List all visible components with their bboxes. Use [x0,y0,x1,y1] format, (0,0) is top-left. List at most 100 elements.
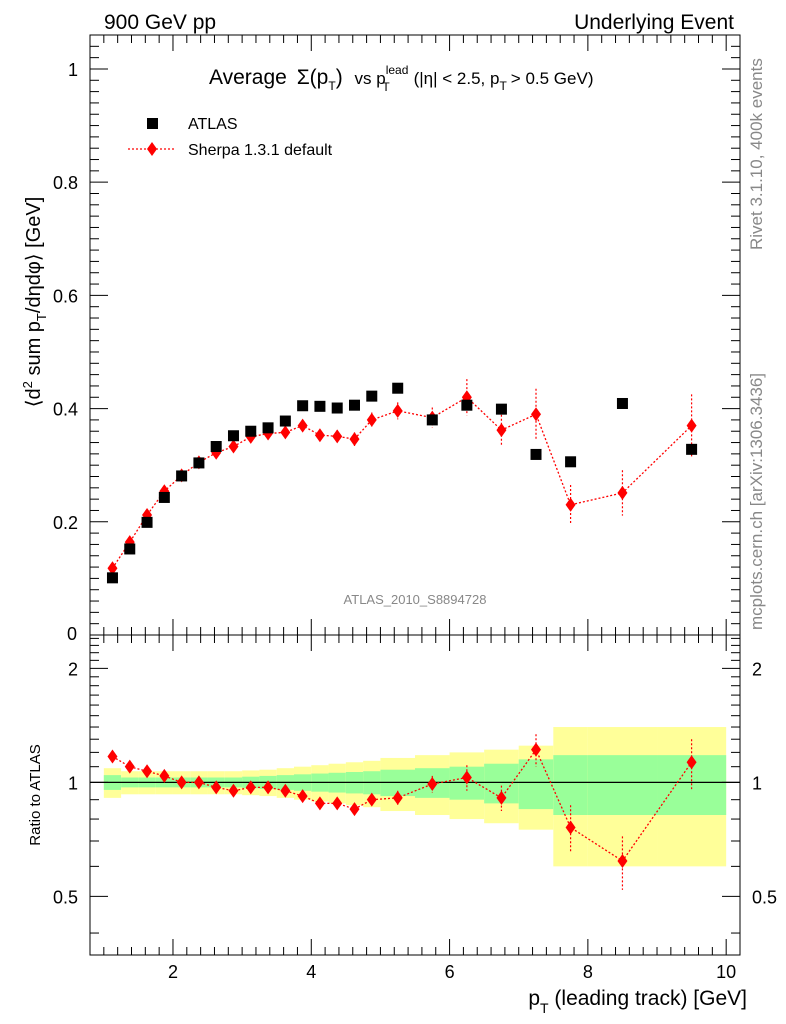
atlas-point [495,403,507,415]
atlas-point [262,422,274,434]
sherpa-ratio-point [228,783,239,798]
legend: ATLAS Sherpa 1.3.1 default [128,116,333,159]
sherpa-ratio-point [245,780,256,795]
atlas-point [176,470,188,482]
sherpa-point [366,412,377,427]
atlas-point [348,399,360,411]
ratio-ticks [90,635,740,955]
sherpa-ratio-point [617,853,628,868]
x-tick-label: 4 [306,962,316,982]
ratio-uncertainty-bands [103,727,727,867]
ratio-y-tick-label: 1 [68,773,78,793]
atlas-point [297,400,309,412]
atlas-point [106,572,118,584]
atlas-point [158,491,170,503]
ratio-frame-outline [89,634,741,956]
mcplots-reference-text: mcplots.cern.ch [arXiv:1306.3436] [747,373,766,630]
svg-text:Average Σ(pT): Average Σ(pT) vs plead T (|η| < 2.5, pT > … [209,63,593,96]
title-cuts-b: > 0.5 GeV) [511,69,594,88]
main-frame [89,34,741,636]
atlas-point [686,443,698,455]
x-axis-label: pT (leading track) [GeV] [528,987,747,1016]
inner-band-bin [553,755,588,815]
sherpa-point [617,485,628,500]
sherpa-point [565,497,576,512]
atlas-point [530,448,542,460]
title-sigma: Σ(p [297,66,329,89]
sherpa-ratio-point [314,796,325,811]
atlas-point [331,402,343,414]
sherpa-ratio-point [280,783,291,798]
atlas-point [616,397,628,409]
atlas-point [279,415,291,427]
main-y-tick-labels: 0.2 0.4 0.6 0.8 1 [53,60,78,533]
ratio-y-tick-label: 2 [68,659,78,679]
atlas-point [565,456,577,468]
sherpa-point [314,428,325,443]
main-y-tick-zero: 0 [67,624,77,644]
atlas-point [426,414,438,426]
sherpa-ratio-point [496,790,507,805]
sherpa-ratio-point [176,775,187,790]
sherpa-point [228,439,239,454]
inner-band-bin [518,759,554,810]
sherpa-point [107,561,118,576]
sherpa-ratio-point [263,780,274,795]
x-tick-labels: 2 4 6 8 10 [168,962,736,982]
sherpa-point [531,407,542,422]
sherpa-ratio-point [461,770,472,785]
sherpa-ratio-point [193,775,204,790]
title-average: Average [209,66,287,89]
ratio-y-axis-label: Ratio to ATLAS [27,744,44,845]
title-sub-t3: T [499,79,507,93]
sherpa-ratio-point [297,789,308,804]
atlas-point [314,400,326,412]
x-tick-label: 8 [583,962,593,982]
header-left: 900 GeV pp [104,11,216,34]
ratio-panel: 0.5 1 2 0.5 1 2 2 4 6 8 10 [53,634,777,982]
analysis-id-text: ATLAS_2010_S8894728 [344,592,487,607]
atlas-point [461,399,473,411]
sherpa-point [280,425,291,440]
sherpa-point [686,418,697,433]
sherpa-ratio-point [332,796,343,811]
sherpa-ratio-point [366,792,377,807]
atlas-point [210,441,222,453]
sherpa-ratio-point [142,764,153,779]
title-sub-t2: T [382,80,390,94]
ratio-y-tick-label-right: 0.5 [752,887,777,907]
sherpa-ratio-point [392,790,403,805]
sherpa-point [332,429,343,444]
sherpa-ratio-point [107,749,118,764]
title-vs: vs p [355,69,386,88]
legend-atlas-marker [147,118,158,129]
ratio-y-tick-label: 0.5 [53,887,78,907]
atlas-point [141,516,153,528]
main-y-tick-label: 1 [68,60,78,80]
title-sup-lead: lead [386,63,409,77]
ratio-y-tick-labels: 0.5 1 2 [53,659,78,907]
atlas-point [245,425,257,437]
sherpa-ratio-point [159,768,170,783]
atlas-point [392,382,404,394]
atlas-point [124,543,136,555]
ratio-y-tick-label-right: 2 [752,659,762,679]
x-tick-label: 2 [168,962,178,982]
sherpa-ratio-point [349,802,360,817]
sherpa-ratio-point [565,820,576,835]
sherpa-series-ratio [107,734,697,890]
sherpa-ratio-line [112,748,693,862]
atlas-point [193,457,205,469]
main-y-axis-label: ⟨d2 sum pT/dηdφ⟩ [GeV] [20,197,49,408]
x-tick-label: 6 [445,962,455,982]
legend-atlas-label: ATLAS [188,116,238,133]
legend-sherpa-label: Sherpa 1.3.1 default [188,142,333,159]
sherpa-point [297,418,308,433]
sherpa-ratio-point [427,777,438,792]
sherpa-point [349,432,360,447]
sherpa-ratio-point [211,780,222,795]
legend-sherpa-marker [147,142,157,156]
main-y-tick-label: 0.2 [53,513,78,533]
main-y-tick-label: 0.4 [53,400,78,420]
